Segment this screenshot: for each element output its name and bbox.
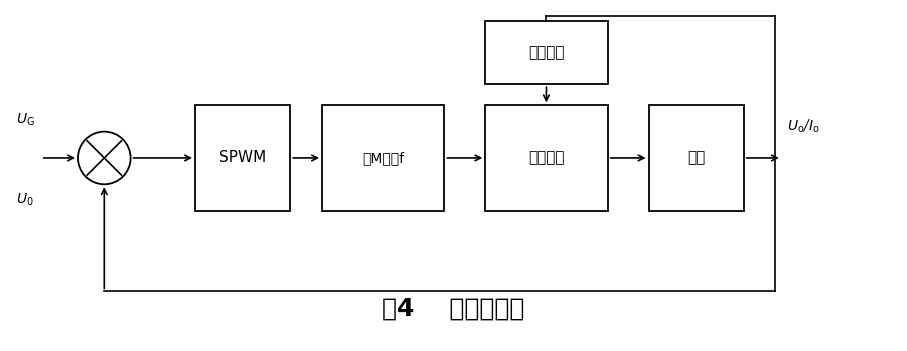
Text: $U_{\rm 0}$: $U_{\rm 0}$ <box>16 192 34 208</box>
Bar <box>195 105 290 211</box>
Text: 电流门限: 电流门限 <box>528 45 565 60</box>
Text: $U_{\rm G}$: $U_{\rm G}$ <box>16 111 35 127</box>
Bar <box>649 105 744 211</box>
Bar <box>485 105 608 211</box>
Text: $U_{\rm o}$/$I_{\rm o}$: $U_{\rm o}$/$I_{\rm o}$ <box>787 118 820 135</box>
Bar <box>485 21 608 84</box>
Text: SPWM: SPWM <box>219 151 267 165</box>
Text: 调M或者f: 调M或者f <box>362 151 405 165</box>
Text: 图4    控制结构图: 图4 控制结构图 <box>383 297 524 321</box>
Bar <box>322 105 444 211</box>
Text: 限流功能: 限流功能 <box>528 151 565 165</box>
Text: 负载: 负载 <box>687 151 706 165</box>
